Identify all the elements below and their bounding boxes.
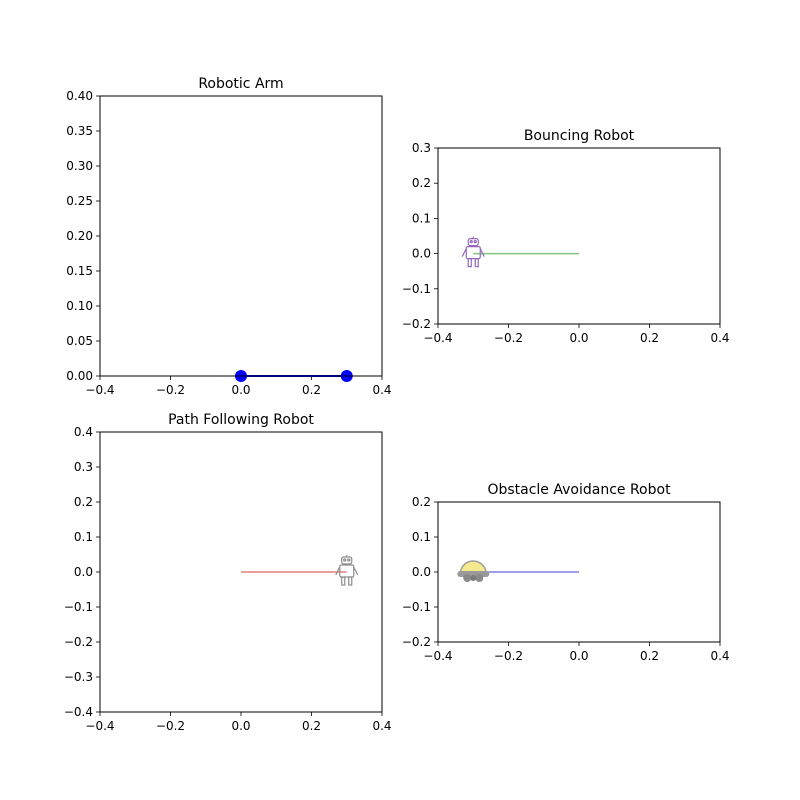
axes-frame — [99, 431, 383, 713]
subplot-4: Obstacle Avoidance Robot−0.4 −0.2 0.0 0.2 0.… — [402, 482, 730, 663]
x-tick-label: 0.2 — [640, 331, 659, 345]
y-tick-label: 0.0 — [74, 565, 93, 579]
y-tick-label: 0.0 — [412, 565, 431, 579]
x-tick-label: 0.0 — [569, 331, 588, 345]
subplot-title: Obstacle Avoidance Robot — [487, 482, 671, 498]
x-tick-label: −0.4 — [423, 331, 452, 345]
y-tick-label: −0.1 — [402, 282, 431, 296]
y-tick-label: 0.10 — [66, 299, 93, 313]
y-tick-label: −0.2 — [402, 635, 431, 649]
y-tick-label: 0.05 — [66, 334, 93, 348]
axes-frame — [437, 501, 721, 643]
y-tick-label: −0.2 — [402, 317, 431, 331]
y-tick-label: 0.30 — [66, 159, 93, 173]
x-tick-label: 0.4 — [372, 383, 391, 397]
x-tick-label: 0.4 — [710, 649, 729, 663]
subplot-2: Bouncing Robot−0.4 −0.2 0.0 0.2 0.4−0.2−0.10… — [402, 128, 730, 345]
y-tick-label: −0.1 — [64, 600, 93, 614]
y-tick-label: 0.3 — [412, 141, 431, 155]
x-tick-label: 0.0 — [231, 383, 250, 397]
x-tick-label: 0.2 — [640, 649, 659, 663]
x-tick-label: −0.2 — [494, 331, 523, 345]
x-tick-label: −0.2 — [156, 383, 185, 397]
y-tick-label: 0.25 — [66, 194, 93, 208]
y-tick-label: 0.20 — [66, 229, 93, 243]
y-tick-label: 0.2 — [74, 495, 93, 509]
x-tick-label: −0.2 — [156, 719, 185, 733]
robot-icon — [335, 555, 359, 586]
y-tick-label: 0.2 — [412, 176, 431, 190]
x-tick-label: 0.2 — [302, 383, 321, 397]
y-tick-label: 0.1 — [74, 530, 93, 544]
subplot-title: Path Following Robot — [168, 412, 314, 428]
subplot-3: Path Following Robot −0.4 −0.2 0.0 0.2 0.4 −0.… — [64, 412, 392, 733]
y-tick-label: 0.1 — [412, 530, 431, 544]
y-tick-label: −0.2 — [64, 635, 93, 649]
x-tick-label: −0.4 — [423, 649, 452, 663]
subplot-title: Robotic Arm — [198, 76, 283, 92]
subplot-1: Robotic Arm −0.4 −0.2 0.0 0.2 0.4 0.00 0.05 0.10… — [66, 76, 391, 397]
y-tick-label: 0.3 — [74, 460, 93, 474]
x-tick-label: 0.2 — [302, 719, 321, 733]
x-tick-label: 0.0 — [569, 649, 588, 663]
x-tick-label: 0.4 — [710, 331, 729, 345]
y-tick-label: 0.2 — [412, 495, 431, 509]
y-tick-label: 0.0 — [412, 247, 431, 261]
y-tick-label: 0.35 — [66, 124, 93, 138]
y-tick-label: 0.00 — [66, 369, 93, 383]
y-tick-label: 0.40 — [66, 89, 93, 103]
x-tick-label: 0.4 — [372, 719, 391, 733]
x-tick-label: −0.2 — [494, 649, 523, 663]
axes-frame — [99, 95, 383, 377]
x-tick-label: −0.4 — [85, 719, 114, 733]
x-tick-label: −0.4 — [85, 383, 114, 397]
y-tick-label: −0.1 — [402, 600, 431, 614]
rover-icon — [457, 560, 490, 582]
x-tick-label: 0.0 — [231, 719, 250, 733]
axes-frame — [437, 147, 721, 325]
y-tick-label: 0.15 — [66, 264, 93, 278]
y-tick-label: 0.1 — [412, 211, 431, 225]
y-tick-label: −0.4 — [64, 705, 93, 719]
subplot-title: Bouncing Robot — [524, 128, 635, 144]
y-tick-label: 0.4 — [74, 425, 93, 439]
y-tick-label: −0.3 — [64, 670, 93, 684]
robot-icon — [461, 236, 485, 268]
